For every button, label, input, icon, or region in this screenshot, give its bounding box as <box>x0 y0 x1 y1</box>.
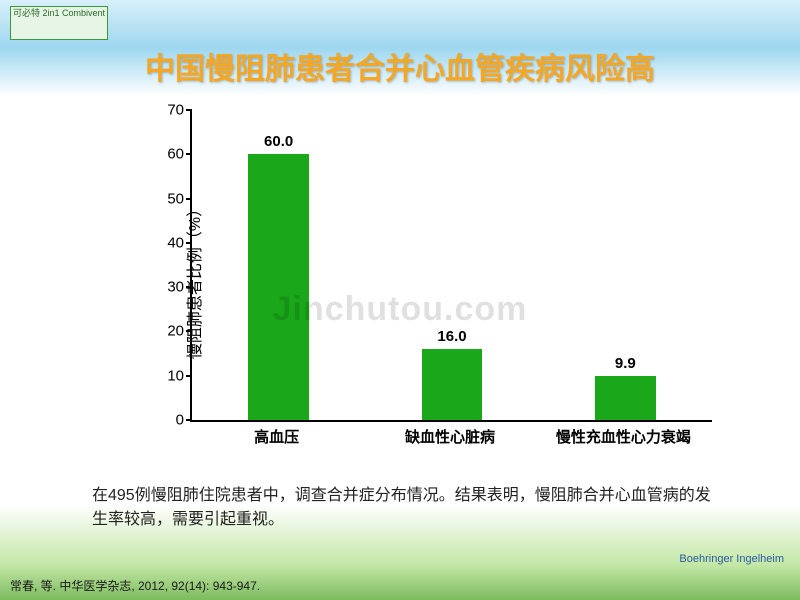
citation-text: 常春, 等. 中华医学杂志, 2012, 92(14): 943-947. <box>10 577 260 594</box>
x-category-label: 慢性充血性心力衰竭 <box>543 426 703 447</box>
y-tick-label: 10 <box>152 367 184 384</box>
y-tick-label: 70 <box>152 102 184 119</box>
y-tick-label: 0 <box>152 412 184 429</box>
bar-value-label: 60.0 <box>229 133 329 150</box>
bar-value-label: 16.0 <box>402 328 502 345</box>
brand-logo-top: 可必特 2in1 Combivent <box>10 6 108 40</box>
y-tick-label: 30 <box>152 279 184 296</box>
brand-logo-bottom: Boehringer Ingelheim <box>679 553 784 566</box>
slide: 可必特 2in1 Combivent 中国慢阻肺患者合并心血管疾病风险高 慢阻肺… <box>0 0 800 600</box>
x-category-label: 缺血性心脏病 <box>370 426 530 447</box>
plot-area: 01020304050607060.016.09.9 <box>190 110 712 422</box>
bar <box>422 349 483 420</box>
y-tick-label: 40 <box>152 234 184 251</box>
y-tick-label: 60 <box>152 146 184 163</box>
bar <box>248 154 309 420</box>
y-tick-label: 50 <box>152 190 184 207</box>
y-tick-label: 20 <box>152 323 184 340</box>
bar-chart: 慢阻肺患者比例（%） 01020304050607060.016.09.9 高血… <box>100 110 720 470</box>
bar-value-label: 9.9 <box>575 355 675 372</box>
bar <box>595 376 656 420</box>
x-category-label: 高血压 <box>197 426 357 447</box>
description-text: 在495例慢阻肺住院患者中，调查合并症分布情况。结果表明，慢阻肺合并心血管病的发… <box>92 484 712 532</box>
slide-title: 中国慢阻肺患者合并心血管疾病风险高 <box>0 44 800 88</box>
